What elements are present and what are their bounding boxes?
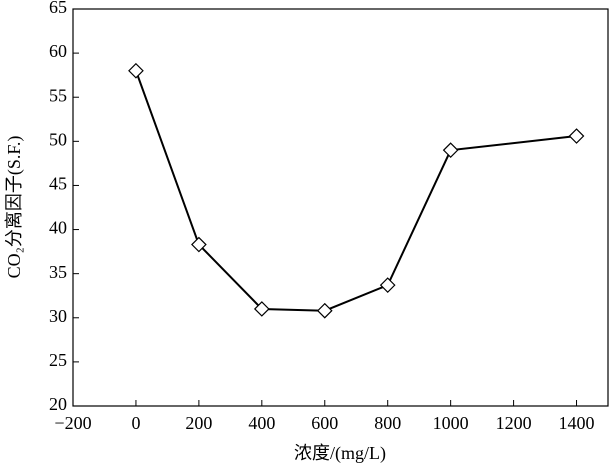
x-tick-label: 1000 (433, 413, 469, 433)
y-tick-label: 40 (49, 218, 67, 238)
y-tick-label: 50 (49, 129, 67, 149)
x-tick-label: 400 (248, 413, 275, 433)
y-tick-label: 65 (49, 0, 67, 17)
data-point (316, 302, 333, 319)
data-point (442, 142, 459, 159)
data-point (253, 301, 270, 317)
x-axis-label: 浓度/(mg/L) (294, 443, 386, 464)
data-point (128, 62, 144, 79)
data-line (135, 70, 577, 312)
y-tick-label: 60 (49, 41, 67, 61)
y-tick-label: 30 (49, 306, 67, 326)
x-tick-label: 600 (311, 413, 338, 433)
y-tick-label: 45 (49, 174, 67, 194)
data-point (568, 128, 585, 144)
data-point (379, 277, 396, 293)
y-tick-label: 20 (49, 394, 67, 414)
x-tick-label: 0 (131, 413, 140, 433)
x-tick-label: 1200 (496, 413, 532, 433)
y-tick-label: 35 (49, 262, 67, 282)
y-tick-label: 55 (49, 85, 67, 105)
x-tick-label: 800 (374, 413, 401, 433)
x-tick-label: −200 (54, 413, 91, 433)
x-tick-label: 200 (185, 413, 212, 433)
plot-frame (72, 8, 609, 407)
data-point (191, 236, 207, 253)
y-tick-label: 25 (49, 350, 67, 370)
y-axis-label: CO₂分离因子(S.F.) (4, 136, 25, 279)
x-tick-label: 1400 (559, 413, 595, 433)
